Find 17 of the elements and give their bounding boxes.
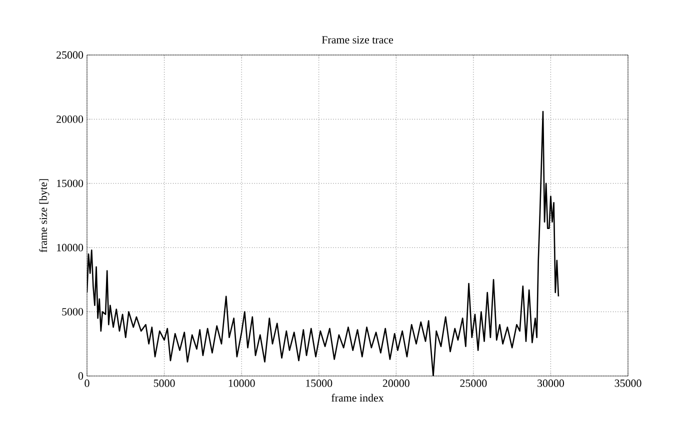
y-tick-label: 10000 bbox=[57, 244, 84, 252]
x-tick-label: 35000 bbox=[614, 380, 642, 387]
x-tick-label: 5000 bbox=[154, 380, 175, 387]
y-axis-title: frame size [byte] bbox=[39, 179, 50, 252]
chart-title: Frame size trace bbox=[322, 36, 394, 44]
y-tick-label: 5000 bbox=[62, 308, 84, 316]
y-tick-label: 0 bbox=[78, 372, 84, 380]
y-tick-label: 15000 bbox=[57, 180, 84, 188]
x-tick-label: 10000 bbox=[228, 380, 255, 387]
x-tick-label: 25000 bbox=[460, 380, 487, 387]
x-tick-label: 30000 bbox=[538, 380, 564, 387]
x-tick-label: 20000 bbox=[382, 380, 410, 387]
y-tick-label: 20000 bbox=[56, 116, 84, 123]
y-tick-label: 25000 bbox=[56, 51, 84, 59]
x-axis-title: frame index bbox=[332, 394, 384, 402]
x-tick-label: 0 bbox=[84, 380, 90, 387]
x-tick-label: 15000 bbox=[306, 380, 332, 387]
